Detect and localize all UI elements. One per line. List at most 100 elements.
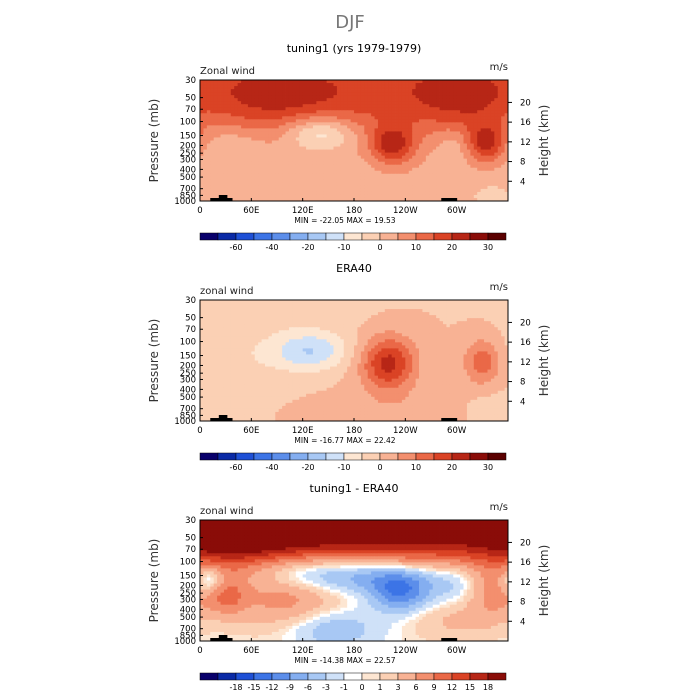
field-cell [316,92,321,96]
field-cell [206,333,211,337]
field-cell [275,104,280,108]
field-cell [381,152,386,157]
field-cell [453,104,458,108]
field-cell [408,140,413,144]
field-cell [258,176,262,181]
field-cell [398,158,403,163]
field-cell [484,92,488,96]
field-cell [299,324,304,328]
field-cell [377,315,382,319]
field-cell [377,321,382,325]
field-cell [354,158,358,163]
field-cell [367,333,372,337]
field-cell [326,104,331,108]
field-cell [234,86,239,90]
field-cell [432,152,437,157]
field-cell [412,197,416,201]
field-cell [312,158,317,163]
field-cell [282,128,286,132]
field-cell [477,113,482,117]
field-cell [357,143,362,147]
field-cell [384,80,389,84]
field-cell [275,321,280,325]
field-cell [415,122,420,126]
field-cell [247,315,252,319]
field-cell [412,330,416,334]
field-cell [230,128,235,132]
field-cell [354,92,358,96]
field-cell [401,318,406,322]
field-cell [425,116,430,120]
field-cell [412,333,416,337]
field-cell [261,197,266,201]
field-cell [299,306,304,310]
field-cell [429,107,434,111]
field-cell [309,197,314,201]
field-cell [333,152,338,157]
field-cell [217,155,221,160]
field-cell [343,170,348,175]
field-cell [347,155,351,160]
field-cell [288,107,293,111]
field-cell [330,143,334,147]
field-cell [347,179,351,184]
field-cell [412,318,416,322]
field-cell [422,167,427,172]
field-cell [504,146,508,150]
field-cell [230,122,235,126]
field-cell [422,83,427,87]
field-cell [227,92,232,96]
field-cell [347,333,351,337]
field-cell [432,95,437,99]
field-cell [501,176,505,181]
field-cell [490,321,495,325]
field-cell [477,128,482,132]
field-cell [251,161,256,166]
field-cell [436,98,440,102]
field-cell [312,83,317,87]
field-cell [415,336,420,340]
field-cell [405,140,410,144]
field-cell [354,167,358,172]
field-cell [463,185,468,190]
field-cell [388,306,393,310]
field-cell [268,80,273,84]
field-cell [244,92,249,96]
field-cell [360,197,365,201]
field-cell [343,303,348,307]
field-cell [494,318,499,322]
field-cell [449,194,454,199]
field-cell [230,312,235,316]
field-cell [265,176,269,181]
field-cell [480,185,485,190]
field-cell [357,161,362,166]
field-cell [288,176,293,181]
field-cell [336,300,341,304]
field-cell [487,107,492,111]
field-cell [364,176,369,181]
field-cell [227,300,232,304]
field-cell [350,122,355,126]
field-cell [237,173,242,178]
field-cell [425,113,430,117]
field-cell [258,119,262,123]
field-cell [268,170,273,175]
field-cell [357,86,362,90]
field-cell [271,137,276,141]
field-cell [312,107,317,111]
field-cell [316,86,321,90]
field-cell [484,128,488,132]
field-cell [234,300,239,304]
field-cell [419,125,423,129]
field-cell [460,164,464,169]
field-cell [374,131,379,135]
field-cell [415,312,420,316]
field-cell [223,95,228,99]
field-cell [340,122,345,126]
field-cell [333,312,338,316]
field-cell [429,324,434,328]
field-cell [230,179,235,184]
field-cell [271,107,276,111]
field-cell [357,134,362,138]
field-cell [319,306,324,310]
